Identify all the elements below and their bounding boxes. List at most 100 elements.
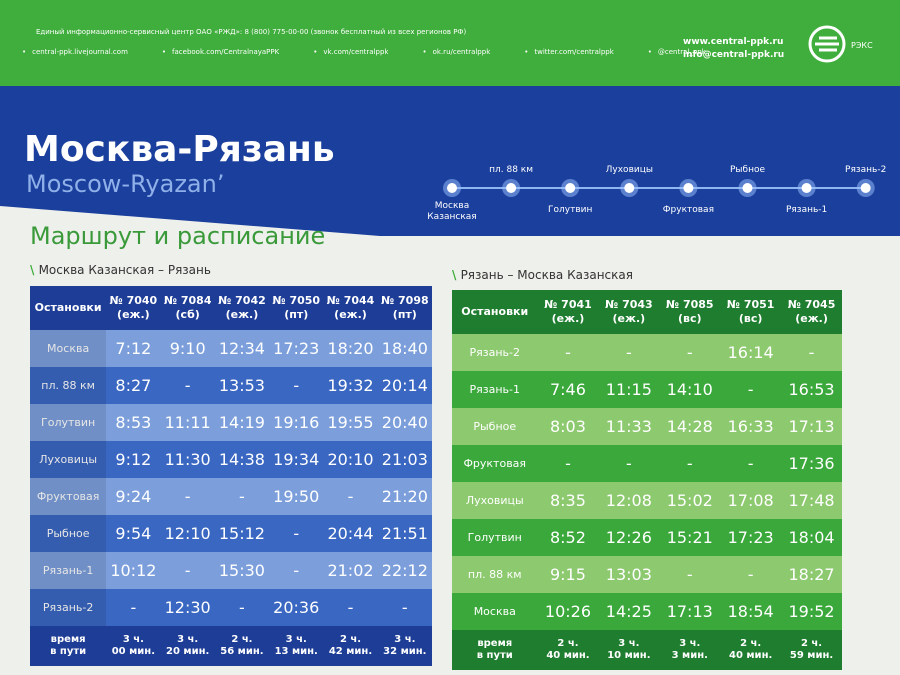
- social-link[interactable]: vk.com/centralppk: [313, 48, 388, 56]
- time-cell: 19:52: [781, 593, 842, 630]
- site-email[interactable]: info@central-ppk.ru: [683, 50, 785, 60]
- time-cell: 18:27: [781, 556, 842, 593]
- station-dot: [742, 183, 753, 193]
- travel-label-line: в пути: [50, 646, 87, 657]
- time-cell: -: [537, 334, 599, 371]
- site-url[interactable]: www.central-ppk.ru: [683, 37, 784, 47]
- station-label: Голутвин: [548, 205, 592, 215]
- time-cell: -: [537, 445, 599, 482]
- station-cell: Рязань-1: [452, 371, 538, 408]
- column-header: № 7051 (вс): [720, 290, 782, 334]
- travel-hours: 2 ч.: [740, 638, 762, 649]
- time-cell: 15:21: [659, 519, 721, 556]
- time-cell: 12:26: [598, 519, 660, 556]
- travel-minutes: 32 мин.: [383, 646, 427, 657]
- station-cell: Москва: [452, 593, 538, 630]
- title: Москва-Рязань: [24, 129, 335, 170]
- travel-time: 3 ч. 00 мин.: [106, 626, 161, 666]
- social-link[interactable]: twitter.com/centralppk: [524, 48, 613, 56]
- train-number: № 7042: [218, 294, 266, 307]
- travel-hours: 2 ч.: [339, 634, 362, 645]
- info-line: Единый информационно-сервисный центр ОАО…: [36, 28, 467, 36]
- train-days: (вс): [677, 312, 702, 325]
- time-cell: 21:02: [323, 552, 378, 589]
- time-cell: 19:32: [323, 367, 378, 404]
- time-cell: 14:38: [214, 441, 270, 478]
- station-dot: [447, 183, 457, 193]
- train-number: № 7041: [544, 298, 592, 311]
- social-link[interactable]: ok.ru/centralppk: [422, 48, 491, 56]
- time-cell: 21:20: [377, 478, 432, 515]
- social-link[interactable]: @central_ppk: [648, 48, 706, 56]
- time-cell: -: [323, 589, 378, 626]
- travel-hours: 3 ч.: [122, 634, 144, 645]
- station-cell: Голутвин: [30, 404, 107, 441]
- station-label: Рязань-2: [845, 165, 886, 175]
- social-link[interactable]: central-ppk.livejournal.com: [22, 48, 128, 56]
- travel-label-line: в пути: [476, 650, 513, 661]
- station-cell: Голутвин: [452, 519, 538, 556]
- station-dot: [860, 183, 871, 193]
- station-cell: Рязань-2: [30, 589, 107, 626]
- time-cell: 12:10: [160, 515, 215, 552]
- time-cell: 17:08: [720, 482, 782, 519]
- station-dot: [624, 183, 635, 193]
- train-number: № 7040: [109, 294, 158, 307]
- time-cell: -: [214, 478, 270, 515]
- schedule-row: Голутвин 8:53 11:11 14:19 19:16 19:55 20:40: [30, 404, 432, 441]
- time-cell: 13:53: [214, 367, 270, 404]
- time-cell: -: [269, 367, 324, 404]
- column-header: № 7041 (еж.): [537, 290, 599, 334]
- logo: РЭКС: [808, 25, 873, 63]
- train-number: № 7045: [787, 298, 836, 311]
- travel-time: 3 ч. 32 мин.: [377, 626, 432, 666]
- travel-hours: 3 ч.: [177, 634, 199, 645]
- time-cell: -: [323, 478, 378, 515]
- train-days: (пт): [284, 308, 309, 321]
- schedule-row: Рязань-2-12:30-20:36- -: [30, 589, 432, 626]
- train-days: (еж.): [117, 308, 150, 321]
- time-cell: 8:35: [537, 482, 599, 519]
- time-cell: 8:03: [537, 408, 599, 445]
- schedule-row: Рязань-2- - -16:14-: [452, 334, 842, 371]
- social-link[interactable]: facebook.com/CentralnayaPPK: [162, 48, 279, 56]
- column-header: № 7050 (пт): [269, 286, 324, 330]
- travel-minutes: 10 мин.: [607, 650, 651, 661]
- time-cell: -: [214, 589, 270, 626]
- time-cell: 9:24: [106, 478, 161, 515]
- travel-time: 2 ч. 40 мин.: [537, 630, 599, 670]
- band-cut: [0, 206, 380, 236]
- time-cell: 14:28: [659, 408, 721, 445]
- time-cell: 9:54: [106, 515, 161, 552]
- schedule-row: пл. 88 км 9:15 13:03- -18:27: [452, 556, 842, 593]
- train-number: № 7043: [605, 298, 653, 311]
- train-number: № 7050: [272, 294, 321, 307]
- station-label: Рязань-1: [786, 205, 827, 215]
- time-cell: 13:03: [598, 556, 660, 593]
- time-cell: 21:03: [377, 441, 432, 478]
- travel-minutes: 3 мин.: [671, 650, 708, 661]
- time-cell: -: [269, 515, 324, 552]
- travel-label-line: время: [50, 634, 86, 645]
- time-cell: 18:20: [323, 330, 378, 367]
- schedule-table: Остановки № 7040 (еж.) № 7084 (сб) № 7042 (еж.…: [30, 286, 432, 666]
- travel-hours: 3 ч.: [679, 638, 701, 649]
- station-cell: Луховицы: [30, 441, 107, 478]
- train-days: (пт): [392, 308, 417, 321]
- travel-label-line: время: [477, 638, 513, 649]
- travel-minutes: 42 мин.: [328, 646, 373, 657]
- time-cell: -: [659, 334, 721, 371]
- header-band: Единый информационно-сервисный центр ОАО…: [0, 0, 900, 86]
- time-cell: 16:33: [720, 408, 782, 445]
- travel-minutes: 59 мин.: [789, 650, 834, 661]
- travel-time: 3 ч. 13 мин.: [269, 626, 324, 666]
- time-cell: 17:13: [781, 408, 842, 445]
- train-days: (еж.): [551, 312, 585, 325]
- time-cell: 7:46: [537, 371, 599, 408]
- time-cell: 21:51: [377, 515, 432, 552]
- time-cell: 18:04: [781, 519, 842, 556]
- travel-label: время в пути: [30, 626, 107, 666]
- time-cell: -: [160, 478, 215, 515]
- time-cell: 17:36: [781, 445, 842, 482]
- station-cell: Рязань-1: [30, 552, 107, 589]
